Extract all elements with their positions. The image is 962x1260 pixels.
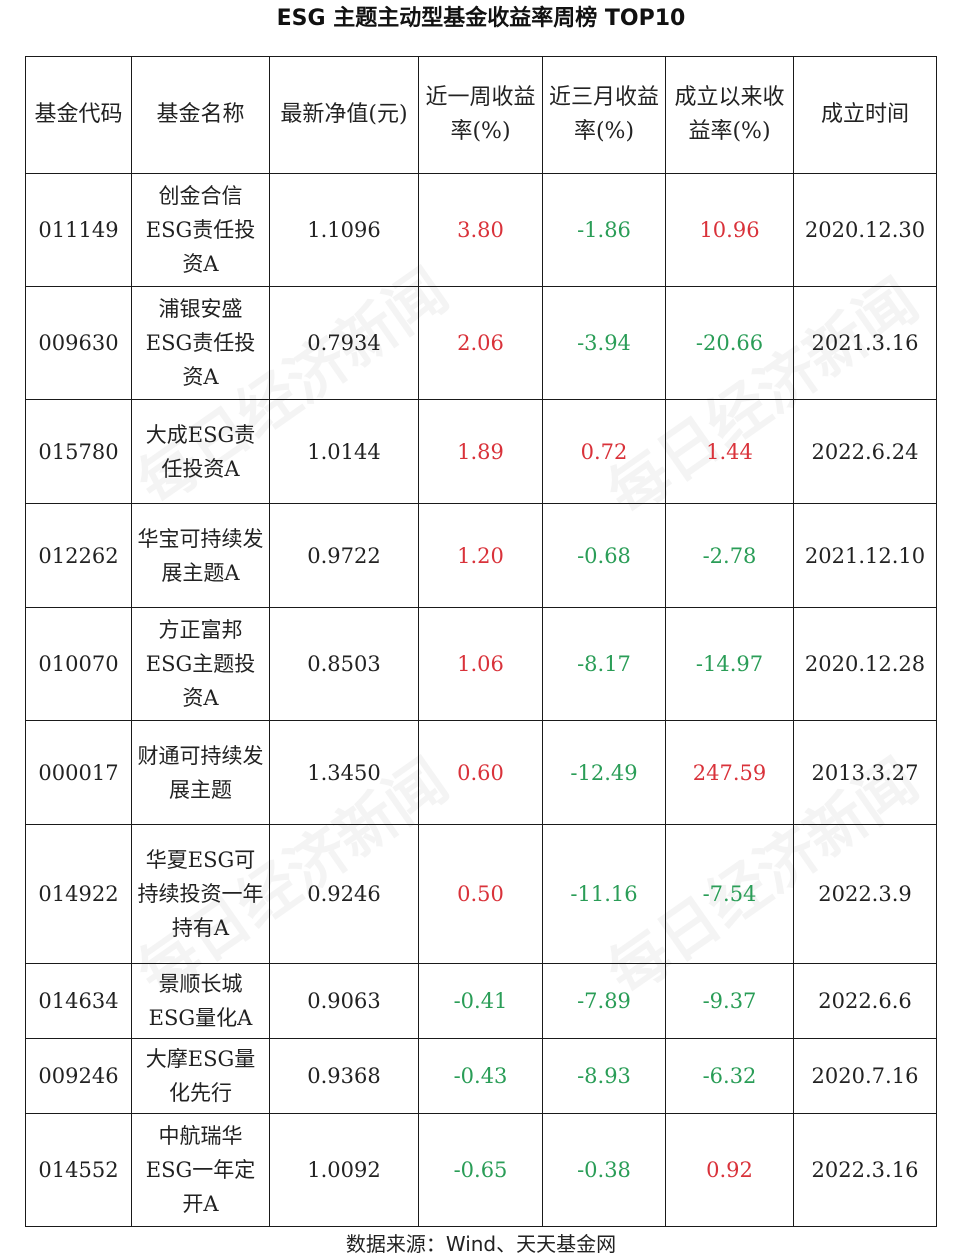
fund-code: 014552	[25, 1113, 132, 1227]
week-return: -0.65	[418, 1113, 543, 1227]
header-code: 基金代码	[25, 56, 132, 174]
week-return: -0.41	[418, 963, 543, 1039]
header-row: 基金代码 基金名称 最新净值(元) 近一周收益率(%) 近三月收益率(%) 成立…	[25, 56, 937, 174]
inception-date: 2022.6.6	[793, 963, 937, 1039]
three-month-return: -3.94	[542, 286, 666, 400]
fund-table: 基金代码 基金名称 最新净值(元) 近一周收益率(%) 近三月收益率(%) 成立…	[25, 56, 937, 1227]
inception-date: 2021.12.10	[793, 503, 937, 608]
three-month-return: -1.86	[542, 173, 666, 287]
header-inception-date: 成立时间	[793, 56, 937, 174]
fund-name: 大成ESG责任投资A	[131, 399, 270, 504]
page-title: ESG 主题主动型基金收益率周榜 TOP10	[276, 6, 686, 31]
inception-date: 2020.7.16	[793, 1038, 937, 1114]
fund-code: 012262	[25, 503, 132, 608]
header-name: 基金名称	[131, 56, 270, 174]
since-inception-return: 0.92	[665, 1113, 794, 1227]
header-week-return: 近一周收益率(%)	[418, 56, 543, 174]
fund-name: 财通可持续发展主题	[131, 720, 270, 825]
three-month-return: 0.72	[542, 399, 666, 504]
week-return: -0.43	[418, 1038, 543, 1114]
fund-nav: 0.9368	[269, 1038, 419, 1114]
table-row: 000017 财通可持续发展主题 1.3450 0.60 -12.49 247.…	[25, 720, 937, 825]
table-row: 014634 景顺长城ESG量化A 0.9063 -0.41 -7.89 -9.…	[25, 963, 937, 1039]
fund-code: 009246	[25, 1038, 132, 1114]
table-row: 014552 中航瑞华ESG一年定开A 1.0092 -0.65 -0.38 0…	[25, 1113, 937, 1227]
since-inception-return: -6.32	[665, 1038, 794, 1114]
fund-code: 015780	[25, 399, 132, 504]
fund-code: 000017	[25, 720, 132, 825]
three-month-return: -8.93	[542, 1038, 666, 1114]
week-return: 1.20	[418, 503, 543, 608]
inception-date: 2022.3.16	[793, 1113, 937, 1227]
fund-nav: 1.1096	[269, 173, 419, 287]
fund-code: 009630	[25, 286, 132, 400]
week-return: 0.60	[418, 720, 543, 825]
inception-date: 2020.12.28	[793, 607, 937, 721]
data-source-note: 数据来源：Wind、天天基金网	[345, 1232, 617, 1256]
since-inception-return: -2.78	[665, 503, 794, 608]
table-row: 014922 华夏ESG可持续投资一年持有A 0.9246 0.50 -11.1…	[25, 824, 937, 964]
week-return: 1.89	[418, 399, 543, 504]
fund-name: 创金合信ESG责任投资A	[131, 173, 270, 287]
fund-nav: 0.7934	[269, 286, 419, 400]
since-inception-return: 247.59	[665, 720, 794, 825]
three-month-return: -8.17	[542, 607, 666, 721]
inception-date: 2022.6.24	[793, 399, 937, 504]
header-since-inception-return: 成立以来收益率(%)	[665, 56, 794, 174]
fund-name: 方正富邦ESG主题投资A	[131, 607, 270, 721]
week-return: 2.06	[418, 286, 543, 400]
header-nav: 最新净值(元)	[269, 56, 419, 174]
fund-code: 011149	[25, 173, 132, 287]
table-row: 009630 浦银安盛ESG责任投资A 0.7934 2.06 -3.94 -2…	[25, 286, 937, 400]
table-row: 011149 创金合信ESG责任投资A 1.1096 3.80 -1.86 10…	[25, 173, 937, 287]
fund-name: 景顺长城ESG量化A	[131, 963, 270, 1039]
fund-nav: 1.0144	[269, 399, 419, 504]
fund-code: 014634	[25, 963, 132, 1039]
fund-nav: 1.0092	[269, 1113, 419, 1227]
table-row: 009246 大摩ESG量化先行 0.9368 -0.43 -8.93 -6.3…	[25, 1038, 937, 1114]
since-inception-return: 10.96	[665, 173, 794, 287]
header-three-month-return: 近三月收益率(%)	[542, 56, 666, 174]
week-return: 1.06	[418, 607, 543, 721]
fund-code: 010070	[25, 607, 132, 721]
fund-name: 浦银安盛ESG责任投资A	[131, 286, 270, 400]
fund-nav: 0.9722	[269, 503, 419, 608]
fund-name: 华夏ESG可持续投资一年持有A	[131, 824, 270, 964]
table-row: 015780 大成ESG责任投资A 1.0144 1.89 0.72 1.44 …	[25, 399, 937, 504]
inception-date: 2021.3.16	[793, 286, 937, 400]
since-inception-return: -9.37	[665, 963, 794, 1039]
inception-date: 2013.3.27	[793, 720, 937, 825]
fund-name: 华宝可持续发展主题A	[131, 503, 270, 608]
fund-nav: 0.9063	[269, 963, 419, 1039]
fund-nav: 0.8503	[269, 607, 419, 721]
fund-nav: 1.3450	[269, 720, 419, 825]
three-month-return: -0.68	[542, 503, 666, 608]
since-inception-return: -14.97	[665, 607, 794, 721]
inception-date: 2020.12.30	[793, 173, 937, 287]
table-row: 010070 方正富邦ESG主题投资A 0.8503 1.06 -8.17 -1…	[25, 607, 937, 721]
week-return: 3.80	[418, 173, 543, 287]
fund-name: 大摩ESG量化先行	[131, 1038, 270, 1114]
week-return: 0.50	[418, 824, 543, 964]
fund-code: 014922	[25, 824, 132, 964]
three-month-return: -11.16	[542, 824, 666, 964]
inception-date: 2022.3.9	[793, 824, 937, 964]
since-inception-return: -20.66	[665, 286, 794, 400]
since-inception-return: -7.54	[665, 824, 794, 964]
since-inception-return: 1.44	[665, 399, 794, 504]
fund-nav: 0.9246	[269, 824, 419, 964]
three-month-return: -12.49	[542, 720, 666, 825]
table-row: 012262 华宝可持续发展主题A 0.9722 1.20 -0.68 -2.7…	[25, 503, 937, 608]
three-month-return: -7.89	[542, 963, 666, 1039]
fund-name: 中航瑞华ESG一年定开A	[131, 1113, 270, 1227]
three-month-return: -0.38	[542, 1113, 666, 1227]
